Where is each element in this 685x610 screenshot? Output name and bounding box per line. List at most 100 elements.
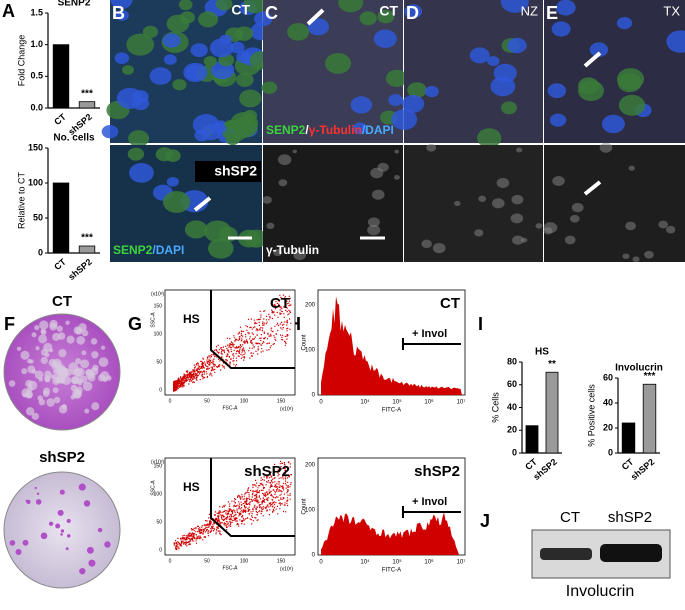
cell	[132, 90, 149, 103]
bar	[52, 44, 70, 109]
cell	[549, 113, 567, 127]
y-tick-label: 150	[154, 463, 163, 469]
stain-part: SENP2	[113, 243, 153, 257]
cell	[618, 94, 646, 116]
colony	[8, 380, 16, 387]
stain-part: /	[305, 123, 309, 137]
exponent-label: (x10³)	[280, 566, 293, 572]
y-axis-label: Count	[302, 498, 308, 514]
colony	[58, 349, 67, 358]
cell	[287, 23, 310, 41]
colony	[25, 407, 35, 416]
colony	[25, 379, 33, 388]
cell	[658, 220, 669, 229]
cell	[478, 195, 487, 202]
cell	[236, 50, 252, 64]
y-tick-label: 20	[507, 425, 517, 435]
colony	[81, 329, 89, 337]
cell	[278, 179, 288, 187]
cell	[208, 238, 234, 259]
exponent-label: (x10³)	[151, 291, 164, 297]
colony	[90, 338, 98, 345]
cell	[110, 0, 133, 9]
colony	[60, 529, 65, 533]
colony	[65, 320, 70, 325]
cell	[491, 198, 505, 209]
y-tick-label: 20	[603, 422, 613, 432]
stain-label: SENP2/DAPI	[113, 243, 184, 257]
colony	[38, 334, 48, 344]
y-axis-label: Fold Change	[16, 35, 26, 87]
colony	[97, 527, 103, 533]
sample-label: shSP2	[244, 463, 290, 480]
colony	[36, 492, 40, 496]
gate	[402, 338, 461, 350]
colony	[86, 546, 94, 554]
cell	[172, 79, 187, 91]
cell	[163, 54, 177, 65]
cell	[617, 73, 642, 93]
cell	[352, 122, 368, 135]
gate	[210, 458, 295, 537]
bar	[642, 383, 657, 454]
x-tick-label: 10⁴	[360, 399, 370, 406]
colony	[9, 540, 16, 546]
y-tick-label: 60	[507, 379, 517, 389]
cell	[121, 65, 135, 75]
cell	[367, 224, 381, 236]
gate-label: HS	[183, 480, 200, 494]
cell	[243, 0, 268, 14]
cell	[511, 194, 524, 205]
cell	[350, 96, 373, 114]
cell	[432, 243, 446, 254]
cell	[516, 147, 523, 153]
cell	[377, 162, 389, 172]
image-label: CT	[231, 2, 250, 18]
cell	[599, 142, 613, 153]
colony	[46, 398, 55, 407]
cell	[421, 239, 432, 249]
cell	[500, 101, 517, 115]
cell	[564, 235, 576, 245]
colony	[15, 548, 22, 555]
colony	[31, 412, 39, 420]
cell	[178, 0, 193, 11]
y-tick-label: 0	[38, 247, 43, 257]
cell	[547, 83, 567, 99]
sample-label: shSP2	[39, 449, 85, 466]
y-tick-label: 150	[154, 303, 163, 309]
y-tick-label: 100	[305, 348, 316, 354]
panel-letter: D	[406, 3, 419, 23]
x-tick-label: 150	[277, 558, 286, 564]
cell	[490, 76, 516, 97]
colony	[31, 332, 37, 338]
colony	[48, 521, 54, 526]
bar	[78, 101, 96, 109]
y-axis-label: Count	[302, 334, 308, 350]
micrograph	[544, 145, 685, 262]
colony	[52, 377, 61, 385]
y-tick-label: 100	[305, 508, 316, 514]
cell	[616, 16, 633, 30]
cell	[622, 253, 630, 260]
y-axis-label: SSC-A	[150, 312, 156, 328]
colony	[76, 335, 86, 345]
gate	[402, 506, 461, 518]
x-tick-label: 10⁷	[457, 399, 466, 406]
colony	[31, 369, 37, 374]
y-tick-label: 50	[33, 212, 43, 222]
colony	[83, 500, 91, 507]
colony	[35, 346, 40, 351]
cell	[377, 9, 395, 24]
colony	[81, 350, 87, 356]
cell	[129, 162, 154, 183]
cell	[114, 52, 130, 64]
cell	[204, 220, 232, 243]
cell	[401, 94, 425, 113]
cell	[521, 237, 528, 243]
cell	[190, 43, 208, 58]
x-tick-label: CT	[52, 111, 68, 127]
annotation: ***	[81, 233, 93, 244]
cell	[632, 256, 640, 263]
cell	[128, 130, 150, 147]
